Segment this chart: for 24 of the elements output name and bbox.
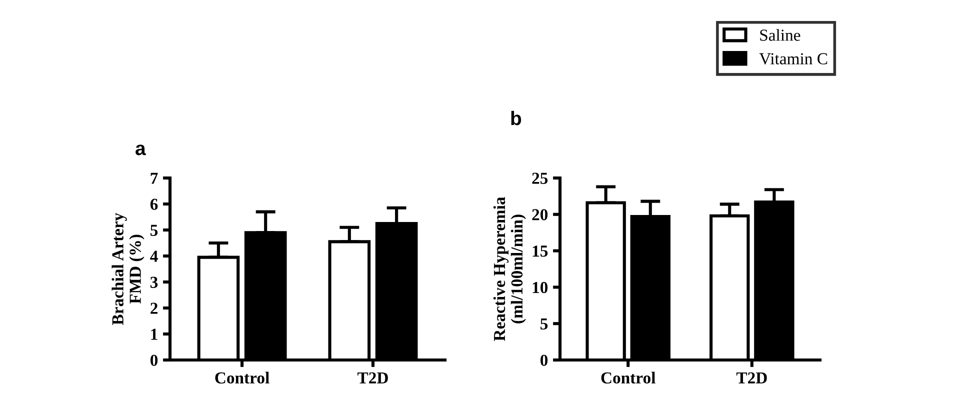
x-tick-label: Control <box>215 372 270 384</box>
y-tick-label: 0 <box>540 354 548 366</box>
y-tick-label: 7 <box>150 172 158 184</box>
chart-title: a <box>136 144 146 156</box>
y-axis-title: Reactive Hyperemia (ml/100ml/min) <box>493 196 526 341</box>
y-tick-label: 4 <box>150 250 158 262</box>
y-tick-label: 10 <box>532 282 548 294</box>
y-axis-title: Brachial Artery FMD (%) <box>112 212 144 325</box>
y-tick-label: 15 <box>532 246 548 257</box>
y-tick-label: 2 <box>150 302 158 314</box>
y-tick-label: 25 <box>532 172 548 184</box>
x-tick-label: T2D <box>736 372 767 384</box>
legend-label: Saline <box>760 29 800 41</box>
y-tick-label: 0 <box>150 354 158 366</box>
y-tick-label: 1 <box>151 328 158 340</box>
y-tick-label: 6 <box>150 198 158 210</box>
x-tick-label: T2D <box>357 372 388 384</box>
y-tick-label: 20 <box>532 209 548 220</box>
chart-title: b <box>511 110 522 126</box>
y-tick-label: 3 <box>150 276 158 288</box>
legend-label: Vitamin C <box>759 53 828 64</box>
y-tick-label: 5 <box>540 318 548 330</box>
y-tick-label: 5 <box>150 224 158 236</box>
x-tick-label: Control <box>601 372 656 384</box>
